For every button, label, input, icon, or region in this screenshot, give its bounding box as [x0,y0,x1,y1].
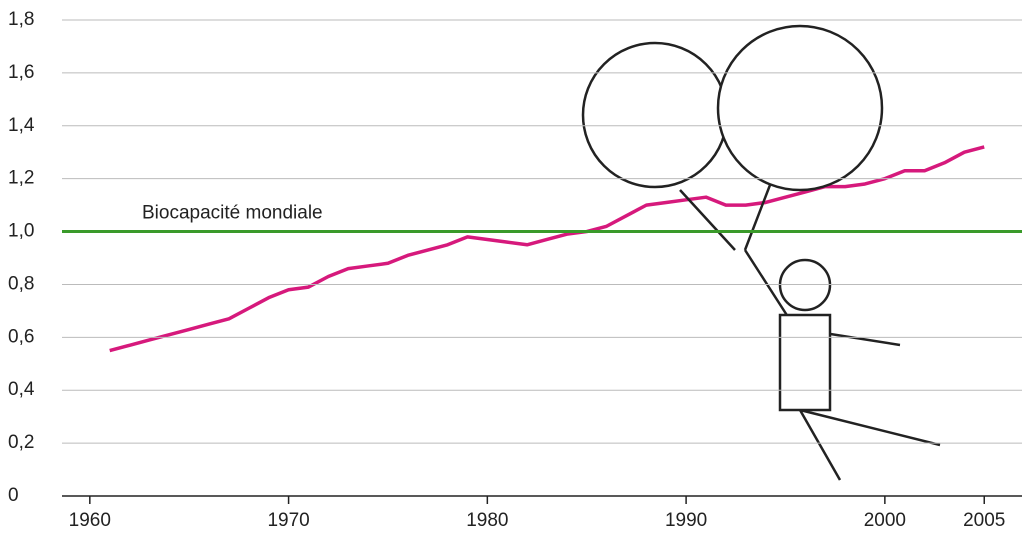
x-tick-label: 2005 [963,510,1005,531]
x-tick-label: 1990 [665,510,707,531]
x-tick-label: 1960 [69,510,111,531]
illustration [581,24,941,481]
y-tick-label: 0,4 [8,379,35,400]
y-tick-label: 1,0 [8,221,34,242]
y-tick-label: 1,4 [8,115,35,136]
y-tick-label: 0,2 [8,432,34,453]
y-tick-label: 1,6 [8,62,34,83]
y-tick-label: 1,8 [8,9,34,30]
x-tick-label: 1980 [466,510,508,531]
x-tick-label: 2000 [864,510,906,531]
data-line [109,145,985,353]
y-tick-label: 0 [8,485,19,506]
y-tick-label: 0,8 [8,273,34,294]
y-tick-label: 1,2 [8,168,34,189]
x-tick-label: 1970 [267,510,309,531]
reference-label: Biocapacité mondiale [142,203,323,224]
y-tick-label: 0,6 [8,326,34,347]
